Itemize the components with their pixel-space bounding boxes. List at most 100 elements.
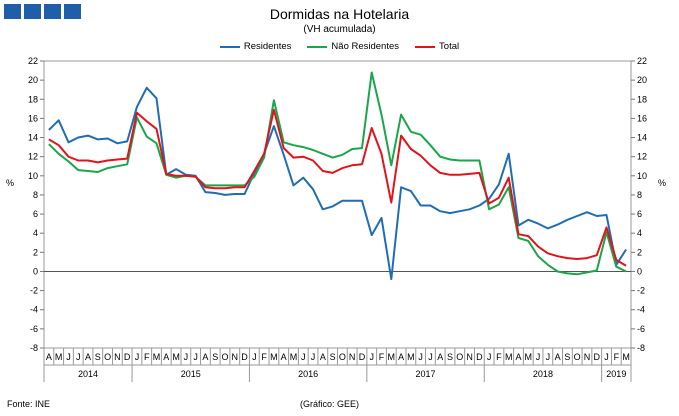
chart-subtitle: (VH acumulada)	[303, 24, 376, 35]
month-tick-label: O	[456, 352, 463, 362]
month-tick-label: D	[476, 352, 483, 362]
month-tick-label: D	[594, 352, 601, 362]
month-tick-label: M	[407, 352, 415, 362]
y-tick-label-left: 4	[33, 228, 38, 238]
y-tick-label-left: 10	[28, 171, 38, 181]
month-tick-label: A	[202, 352, 208, 362]
month-tick-label: A	[320, 352, 326, 362]
source-note: Fonte: INE	[7, 399, 51, 409]
month-tick-label: J	[536, 352, 541, 362]
y-tick-label-right: 10	[637, 171, 647, 181]
month-tick-label: N	[349, 352, 356, 362]
month-tick-label: A	[398, 352, 404, 362]
month-tick-label: F	[379, 352, 385, 362]
legend-swatch-total	[415, 45, 436, 48]
month-tick-label: F	[496, 352, 502, 362]
month-tick-label: J	[311, 352, 316, 362]
month-tick-label: M	[388, 352, 396, 362]
month-tick-label: J	[301, 352, 306, 362]
month-tick-label: J	[76, 352, 81, 362]
y-tick-label-left: 2	[33, 247, 38, 257]
month-tick-label: J	[487, 352, 492, 362]
month-tick-label: N	[114, 352, 121, 362]
y-tick-label-right: -2	[637, 286, 645, 296]
month-tick-label: J	[193, 352, 198, 362]
y-tick-label-left: 14	[28, 133, 38, 143]
y-axis-label-left: %	[6, 178, 14, 188]
month-tick-label: N	[466, 352, 473, 362]
y-tick-label-right: 8	[637, 190, 642, 200]
y-tick-label-right: 12	[637, 152, 647, 162]
month-tick-label: S	[212, 352, 218, 362]
y-tick-label-left: -6	[30, 324, 38, 334]
y-tick-label-left: 18	[28, 94, 38, 104]
y-tick-label-left: 0	[33, 266, 38, 276]
month-tick-label: A	[281, 352, 287, 362]
year-tick-label: 2014	[78, 369, 98, 379]
month-tick-label: O	[339, 352, 346, 362]
logo-block	[4, 4, 21, 19]
series-line-n-o-residentes	[48, 71, 627, 276]
month-tick-label: J	[428, 352, 433, 362]
y-tick-label-right: 6	[637, 209, 642, 219]
series-line-total	[48, 108, 627, 267]
y-tick-label-left: 6	[33, 209, 38, 219]
month-tick-label: N	[584, 352, 591, 362]
year-tick-label: 2019	[606, 369, 626, 379]
logo-block	[24, 4, 41, 19]
y-tick-label-right: -6	[637, 324, 645, 334]
y-tick-label-right: 4	[637, 228, 642, 238]
month-tick-label: M	[525, 352, 533, 362]
y-tick-label-right: -4	[637, 305, 645, 315]
legend-label-residentes: Residentes	[243, 41, 292, 52]
y-tick-label-left: -4	[30, 305, 38, 315]
month-tick-label: M	[172, 352, 180, 362]
month-tick-label: J	[369, 352, 374, 362]
year-tick-label: 2016	[298, 369, 318, 379]
month-tick-label: J	[604, 352, 609, 362]
month-tick-label: O	[104, 352, 111, 362]
chart-credit: (Gráfico: GEE)	[300, 399, 360, 409]
gee-logo	[4, 4, 81, 19]
legend-item-residentes: Residentes	[219, 41, 292, 52]
year-tick-label: 2017	[416, 369, 436, 379]
y-tick-label-right: 20	[637, 75, 647, 85]
y-axis-label-right: %	[658, 178, 666, 188]
month-tick-label: N	[232, 352, 239, 362]
month-tick-label: J	[184, 352, 189, 362]
month-tick-label: D	[241, 352, 248, 362]
month-tick-label: A	[46, 352, 52, 362]
month-tick-label: S	[564, 352, 570, 362]
month-tick-label: J	[135, 352, 140, 362]
legend-item-total: Total	[415, 41, 459, 52]
month-tick-label: A	[85, 352, 91, 362]
y-tick-label-right: 16	[637, 113, 647, 123]
y-tick-label-right: 18	[637, 94, 647, 104]
month-tick-label: A	[163, 352, 169, 362]
month-tick-label: O	[574, 352, 581, 362]
y-tick-label-right: 0	[637, 266, 642, 276]
month-tick-label: S	[447, 352, 453, 362]
month-tick-label: S	[330, 352, 336, 362]
chart-legend: Residentes Não Residentes Total	[0, 41, 679, 52]
legend-item-nao-residentes: Não Residentes	[307, 41, 399, 52]
y-tick-label-left: -8	[30, 343, 38, 353]
month-tick-label: J	[66, 352, 71, 362]
month-tick-label: D	[124, 352, 131, 362]
series-line-residentes	[48, 86, 627, 281]
legend-label-total: Total	[439, 41, 460, 52]
month-tick-label: F	[261, 352, 267, 362]
chart-title: Dormidas na Hotelaria	[269, 6, 410, 22]
month-tick-label: A	[555, 352, 561, 362]
y-tick-label-left: 16	[28, 113, 38, 123]
month-tick-label: M	[153, 352, 161, 362]
month-tick-label: M	[622, 352, 630, 362]
month-tick-label: M	[55, 352, 63, 362]
month-tick-label: A	[515, 352, 521, 362]
y-tick-label-left: 12	[28, 152, 38, 162]
y-tick-label-right: -8	[637, 343, 645, 353]
y-tick-label-left: 8	[33, 190, 38, 200]
month-tick-label: S	[95, 352, 101, 362]
year-tick-label: 2015	[181, 369, 201, 379]
